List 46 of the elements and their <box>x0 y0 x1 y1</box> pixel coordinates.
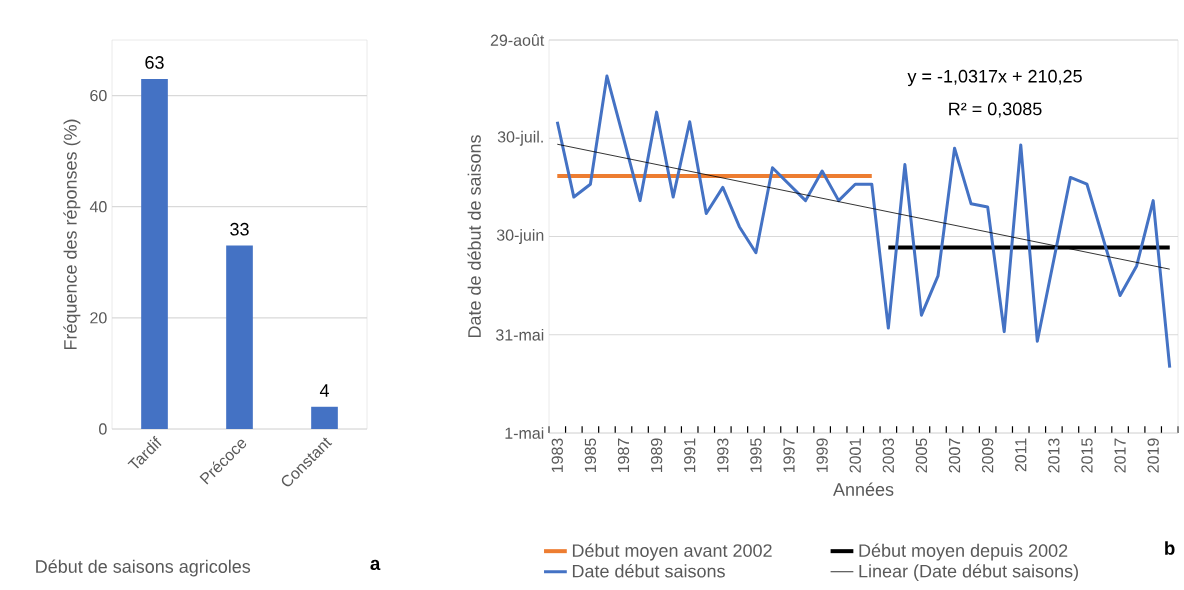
x-tick-label: 1997 <box>783 438 795 473</box>
annotation: R² = 0,3085 <box>949 102 1042 118</box>
x-tick-label: 2013 <box>1048 438 1060 473</box>
bar <box>311 406 338 429</box>
legend-label: Début moyen avant 2002 <box>572 543 772 561</box>
x-tick-label: 2007 <box>948 438 961 473</box>
text: 29-août <box>490 34 545 46</box>
x-tick-label: 2011 <box>1015 438 1027 472</box>
y-axis-title: Fréquence des réponses (%) <box>63 119 81 350</box>
text: b <box>1165 541 1175 555</box>
y-tick-label: 40 <box>89 201 107 213</box>
y-axis-title: Date de début de saisons <box>467 135 481 338</box>
x-tick-label: 2017 <box>1114 438 1126 473</box>
x-tick-label: 2009 <box>981 438 994 473</box>
x-axis-title: Début de saisons agricoles <box>36 559 251 577</box>
x-axis-title: Années <box>833 482 894 496</box>
y-tick-label: 60 <box>90 89 107 102</box>
x-tick-label: 1987 <box>617 438 630 473</box>
x-tick-label: 1985 <box>584 438 597 473</box>
annotation: y = -1,0317x + 210,25 <box>907 69 1082 87</box>
text: 30-juil. <box>497 130 543 146</box>
x-tick-label: 2015 <box>1081 438 1093 473</box>
y-tick-label: 0 <box>99 423 107 435</box>
data-label: 63 <box>145 56 164 69</box>
x-tick-label: 1991 <box>684 438 696 473</box>
x-tick-label: 2001 <box>849 438 861 473</box>
data-label: 4 <box>319 384 329 397</box>
x-tick-label: 2003 <box>882 438 894 473</box>
y-tick-label: 20 <box>90 312 107 324</box>
x-tick-label: 1983 <box>551 438 563 473</box>
x-tick-label: 1989 <box>650 438 663 473</box>
x-tick-label: 1993 <box>717 438 729 473</box>
text: 31-mai <box>496 328 544 341</box>
x-tick-label: 2019 <box>1147 438 1159 473</box>
legend-label: Début moyen depuis 2002 <box>859 543 1068 561</box>
legend-label: Date début saisons <box>572 564 725 578</box>
text: 1-mai <box>505 427 544 439</box>
x-tick-label: 2005 <box>915 438 928 473</box>
text: a <box>370 559 381 571</box>
x-tick-label: 1999 <box>816 438 828 473</box>
x-tick-label: 1995 <box>750 438 762 473</box>
text: 30-juin <box>496 229 544 244</box>
legend-label: Linear (Date début saisons) <box>859 564 1078 582</box>
bar <box>141 78 168 429</box>
bar <box>226 245 253 429</box>
data-label: 33 <box>230 222 249 236</box>
